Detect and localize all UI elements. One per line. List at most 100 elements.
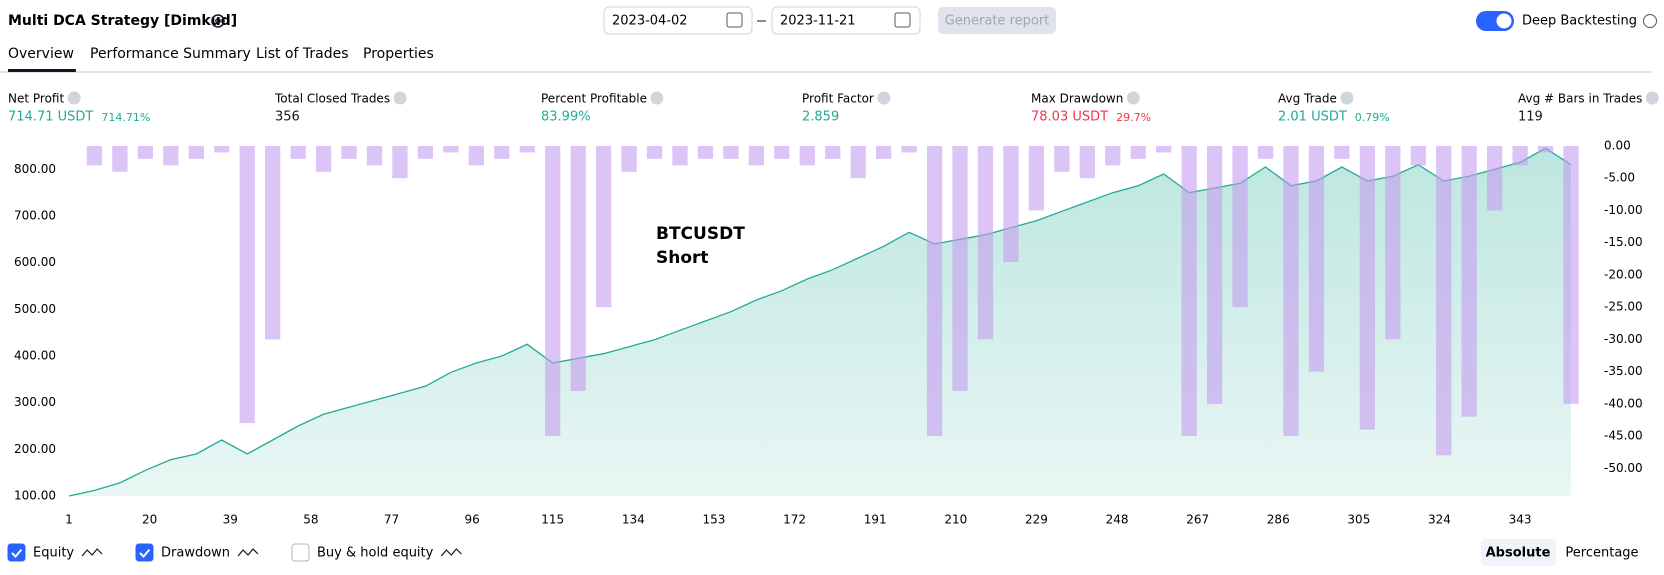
y-tick-label: 200.00 — [14, 442, 56, 456]
checkbox[interactable] — [135, 543, 154, 562]
tab[interactable]: Overview — [8, 46, 74, 62]
y-tick-label: 300.00 — [14, 395, 56, 409]
annotation: Short — [656, 248, 709, 268]
y2-tick-label: -25.00 — [1604, 300, 1643, 314]
legend-icon — [237, 548, 259, 557]
drawdown-bar — [952, 146, 968, 391]
drawdown-bar — [519, 146, 535, 153]
drawdown-bar — [825, 146, 841, 159]
scale-mode[interactable]: Percentage — [1565, 546, 1638, 561]
x-tick-label: 58 — [303, 513, 318, 527]
drawdown-bar — [290, 146, 306, 159]
drawdown-bar — [1283, 146, 1299, 437]
help-icon[interactable] — [1643, 14, 1657, 28]
x-tick-label: 172 — [783, 513, 806, 527]
x-tick-label: 153 — [702, 513, 725, 527]
metric-label: Total Closed Trades — [274, 92, 390, 106]
drawdown-bar — [1308, 146, 1325, 372]
info-icon[interactable] — [877, 91, 891, 105]
drawdown-bar — [163, 146, 179, 166]
x-tick-label: 134 — [622, 513, 645, 527]
y2-tick-label: -15.00 — [1604, 235, 1643, 249]
y-tick-label: 400.00 — [14, 349, 56, 363]
drawdown-bar — [799, 146, 815, 166]
x-tick-label: 267 — [1186, 513, 1209, 527]
drawdown-bar — [315, 146, 332, 172]
x-tick-label: 286 — [1267, 513, 1290, 527]
annotation: BTCUSDT — [656, 224, 745, 244]
info-icon[interactable] — [1126, 91, 1140, 105]
info-icon[interactable] — [67, 91, 81, 105]
checkmark — [11, 548, 23, 558]
drawdown-bar — [1334, 146, 1350, 159]
drawdown-bar — [1003, 146, 1019, 263]
metric-label: Profit Factor — [802, 92, 874, 106]
y2-tick-label: -45.00 — [1604, 429, 1643, 443]
drawdown-bar — [1563, 146, 1579, 404]
drawdown-bar — [545, 146, 561, 437]
metric-value: 119 — [1518, 110, 1543, 125]
date-from-input[interactable] — [603, 6, 753, 35]
x-tick-label: 20 — [142, 513, 157, 527]
drawdown-bar — [1028, 146, 1045, 211]
drawdown-bar — [621, 146, 637, 172]
strategy-title: Multi DCA Strategy [Dimkud] — [8, 13, 237, 29]
equity-area — [69, 148, 1572, 497]
calendar-icon — [894, 12, 911, 28]
tab[interactable]: List of Trades — [256, 46, 349, 62]
chart: 100.00200.00300.00400.00500.00600.00700.… — [14, 139, 1643, 527]
info-icon[interactable] — [1340, 91, 1354, 105]
x-tick-label: 39 — [223, 513, 238, 527]
drawdown-bar — [1461, 146, 1477, 417]
drawdown-bar — [672, 146, 688, 166]
drawdown-bar — [1410, 146, 1426, 166]
metric-value: 356 — [275, 110, 300, 125]
x-tick-label: 96 — [464, 513, 479, 527]
checkbox[interactable] — [7, 543, 26, 562]
x-tick-label: 343 — [1509, 513, 1532, 527]
drawdown-bar — [570, 146, 586, 391]
x-tick-label: 229 — [1025, 513, 1048, 527]
drawdown-bar — [1181, 146, 1197, 437]
y2-tick-label: -20.00 — [1604, 267, 1643, 281]
tab[interactable]: Properties — [363, 46, 434, 62]
metric-label: Percent Profitable — [541, 92, 647, 106]
settings-icon[interactable] — [211, 14, 225, 28]
drawdown-bar — [723, 146, 739, 159]
metric-value: 2.01 USDT — [1278, 110, 1347, 125]
scale-mode[interactable]: Absolute — [1486, 546, 1551, 561]
drawdown-bar — [1206, 146, 1223, 404]
x-tick-label: 77 — [384, 513, 399, 527]
y-tick-label: 700.00 — [14, 209, 56, 223]
y2-tick-label: -5.00 — [1604, 171, 1635, 185]
info-icon[interactable] — [650, 91, 664, 105]
x-tick-label: 210 — [944, 513, 967, 527]
date-to-input[interactable] — [771, 6, 921, 35]
info-icon[interactable] — [1645, 91, 1659, 105]
y2-tick-label: -35.00 — [1604, 364, 1643, 378]
tab[interactable]: Performance Summary — [90, 46, 251, 62]
y2-tick-label: 0.00 — [1604, 139, 1631, 153]
active-tab-underline — [8, 69, 76, 72]
drawdown-bar — [1079, 146, 1095, 179]
x-tick-label: 305 — [1347, 513, 1370, 527]
y2-tick-label: -40.00 — [1604, 396, 1643, 410]
y2-tick-label: -50.00 — [1604, 461, 1643, 475]
drawdown-bar — [86, 146, 103, 166]
drawdown-bar — [392, 146, 408, 179]
checkbox[interactable] — [291, 543, 310, 562]
absolute-button[interactable] — [1481, 539, 1556, 566]
metric-percent: 0.79% — [1355, 111, 1390, 124]
info-icon[interactable] — [393, 91, 407, 105]
drawdown-bar — [1436, 146, 1452, 456]
drawdown-bar — [443, 146, 459, 153]
drawdown-bar — [1359, 146, 1376, 430]
drawdown-bar — [1130, 146, 1146, 159]
y2-tick-label: -10.00 — [1604, 203, 1643, 217]
y-tick-label: 600.00 — [14, 255, 56, 269]
metric-label: Max Drawdown — [1031, 92, 1123, 106]
drawdown-bar — [341, 146, 357, 159]
drawdown-bar — [748, 146, 765, 166]
generate-report-button[interactable] — [938, 7, 1056, 34]
